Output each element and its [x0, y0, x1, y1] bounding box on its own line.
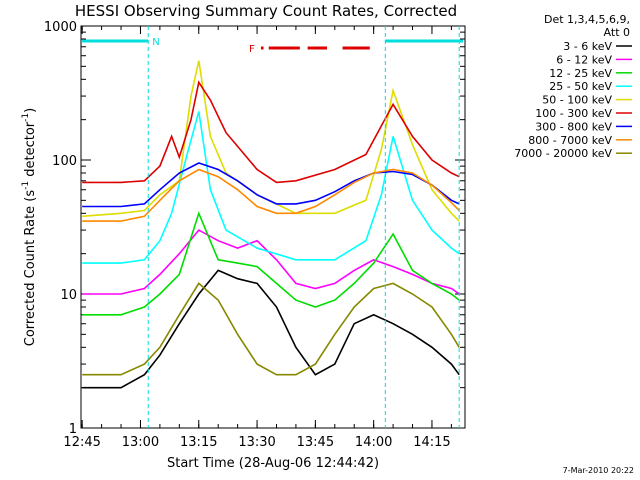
series-line-1	[82, 229, 460, 295]
series-line-8	[82, 282, 460, 376]
series-layer	[82, 60, 460, 389]
legend-entry-label: 12 - 25 keV	[549, 67, 612, 80]
x-tick-label: 12:45	[63, 435, 100, 450]
footer-date: 7-Mar-2010 20:22	[563, 466, 634, 475]
series-line-0	[82, 269, 460, 389]
y-tick-label: 100	[52, 154, 77, 169]
legend-entry-label: 100 - 300 keV	[535, 107, 612, 120]
series-line-2	[82, 210, 460, 316]
legend-entry-label: 7000 - 20000 keV	[514, 147, 612, 160]
legend-entry-label: 6 - 12 keV	[556, 53, 612, 66]
legend-entry-label: 3 - 6 keV	[563, 40, 612, 53]
y-axis-label-main: Corrected Count Rate (s	[23, 190, 38, 347]
x-tick-label: 13:45	[297, 435, 334, 450]
series-line-5	[82, 80, 460, 184]
legend-header-1: Det 1,3,4,5,6,9,	[544, 13, 630, 26]
legend-entry-label: 800 - 7000 keV	[528, 134, 612, 147]
y-axis-label-end: )	[23, 108, 38, 113]
x-tick-label: 14:15	[413, 435, 450, 450]
x-tick-label: 14:00	[355, 435, 392, 450]
night-label: N	[152, 37, 159, 48]
y-tick-label: 1000	[44, 20, 77, 35]
legend-entry-label: 50 - 100 keV	[542, 94, 612, 107]
y-axis-label: Corrected Count Rate (s-1 detector-1)	[21, 108, 38, 346]
plot-frame	[80, 25, 466, 429]
x-axis-label: Start Time (28-Aug-06 12:44:42)	[167, 456, 379, 471]
series-line-3	[82, 111, 460, 264]
flare-label: F	[249, 44, 255, 55]
axis-ticks: 12:45 13:00 13:15 13:30 13:45 14:00 14:15 1 10 10…	[44, 20, 465, 450]
chart-title: HESSI Observing Summary Count Rates, Cor…	[75, 2, 457, 20]
x-tick-label: 13:15	[180, 435, 217, 450]
legend-entry-label: 25 - 50 keV	[549, 80, 612, 93]
y-tick-label: 1	[69, 422, 77, 437]
y-axis-label-sup2: -1	[21, 113, 31, 122]
legend-header-2: Att 0	[604, 26, 630, 39]
legend-entry-label: 300 - 800 keV	[535, 120, 612, 133]
series-line-7	[82, 168, 460, 222]
x-tick-label: 13:00	[122, 435, 159, 450]
series-line-4	[82, 60, 460, 222]
annotation-layer: NF	[82, 26, 464, 428]
series-line-6	[82, 162, 460, 208]
y-tick-label: 10	[60, 288, 77, 303]
y-axis-label-mid: detector	[23, 121, 38, 181]
x-tick-label: 13:30	[238, 435, 275, 450]
y-axis-label-sup1: -1	[21, 181, 31, 190]
